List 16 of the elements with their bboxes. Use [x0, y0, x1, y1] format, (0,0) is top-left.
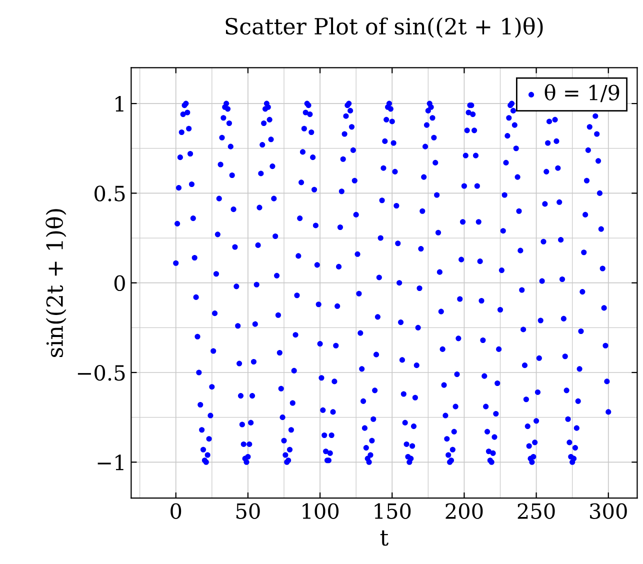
x-tick-label: 300	[590, 503, 627, 519]
y-tick-label: −1	[98, 454, 124, 470]
x-tick-label: 200	[446, 503, 483, 519]
x-tick-label: 50	[236, 503, 260, 519]
y-tick-label: −0.5	[78, 364, 125, 381]
x-tick-label: 250	[518, 503, 555, 519]
legend-label: θ = 1/9	[544, 84, 620, 102]
y-tick-label: 0.5	[94, 186, 125, 202]
y-tick-label: 1	[116, 96, 124, 112]
y-tick-label: 0	[114, 275, 125, 292]
x-axis-title: t	[380, 530, 388, 546]
chart-title: Scatter Plot of sin((2t + 1)θ)	[226, 17, 543, 38]
x-tick-label: 0	[170, 503, 182, 519]
x-tick-label: 100	[302, 503, 339, 519]
y-axis-title: sin((2t + 1)θ)	[46, 209, 66, 358]
x-tick-label: 150	[374, 503, 411, 519]
